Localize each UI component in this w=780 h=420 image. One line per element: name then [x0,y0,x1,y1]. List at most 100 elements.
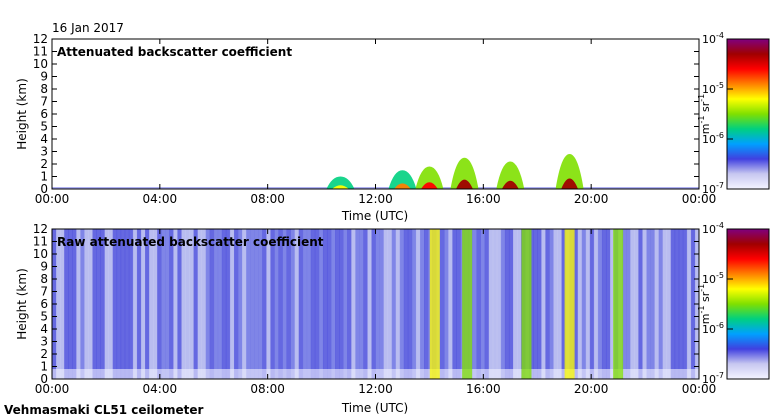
x-tick-label: 04:00 [143,382,178,396]
y-tick-label: 3 [40,145,48,159]
colorbar-unit-main: m [699,314,712,325]
y-axis-label: Height (km) [15,78,29,149]
noise-column [642,229,647,379]
colorbar-tick-label: 10-6 [702,131,724,146]
noise-column [638,229,643,379]
noise-column [415,229,421,379]
noise-column [654,229,659,379]
x-tick-label: 08:00 [250,192,285,206]
noise-column [64,229,69,379]
noise-column [290,229,296,379]
noise-column [585,229,591,379]
noise-column [343,229,348,379]
signal-band [613,229,624,379]
noise-column [132,229,138,379]
colorbar-unit-exp1: -1 [697,116,706,124]
colorbar-tick-label: 10-5 [702,271,724,286]
noise-column [375,229,380,379]
noise-column [278,229,283,379]
noise-column [120,229,126,379]
noise-column [266,229,271,379]
y-tick-label: 0 [40,182,48,196]
noise-column [589,229,595,379]
noise-column [128,229,134,379]
noise-column [440,229,445,379]
colorbar-tick-exponent: -4 [716,31,724,40]
noise-column [124,229,130,379]
noise-column [480,229,486,379]
colorbar: 10-410-510-610-7m-1 sr-1 [697,31,770,196]
x-tick-label: 20:00 [574,192,609,206]
noise-column [678,229,684,379]
colorbar-tick-mantissa: 10 [702,133,716,146]
noise-column [209,229,215,379]
colorbar-unit-mid: sr [699,101,712,115]
colorbar-tick-exponent: -7 [716,181,724,190]
noise-column [504,229,510,379]
x-tick-label: 12:00 [358,192,393,206]
date-label: 16 Jan 2017 [52,21,124,35]
x-axis: 00:00 04:00 08:00 12:00 16:00 20:00 00:00 [35,229,716,396]
plot-frame [51,38,700,190]
aerosol-feature [415,166,444,189]
y-axis-label: Height (km) [15,268,29,339]
colorbar-tick-mantissa: 10 [702,223,716,236]
y-tick-label: 9 [40,260,48,274]
noise-column [145,229,150,379]
noise-column [476,229,482,379]
noise-column [666,229,672,379]
colorbar-unit-exp2: -1 [697,94,706,102]
colorbar-tick-exponent: -6 [716,131,724,140]
noise-column [60,229,65,379]
colorbar-unit-mid: sr [699,291,712,305]
aerosol-feature [450,157,479,189]
noise-column [411,229,417,379]
noise-column [161,229,166,379]
y-tick-label: 5 [40,120,48,134]
y-tick-label: 7 [40,95,48,109]
noise-column [561,229,566,379]
noise-column [444,229,449,379]
noise-column [258,229,263,379]
aerosol-core [332,185,349,189]
y-tick-label: 11 [33,45,48,59]
noise-column [229,229,235,379]
noise-column [347,229,352,379]
noise-column [610,229,615,379]
noise-column [573,229,579,379]
noise-column [72,229,77,379]
noise-column [593,229,599,379]
noise-column [371,229,376,379]
x-tick-label: 12:00 [358,382,393,396]
colorbar-unit-exp2: -1 [697,284,706,292]
signal-band [429,229,440,379]
colorbar-tick-label: 10-4 [702,31,724,46]
colorbar-unit-main: m [699,124,712,135]
x-tick-label: 00:00 [35,382,70,396]
y-tick-label: 9 [40,70,48,84]
y-tick-label: 8 [40,272,48,286]
noise-column [403,229,409,379]
noise-column [185,229,190,379]
noise-column [545,229,550,379]
noise-column [500,229,506,379]
signal-band [462,229,473,379]
aerosol-core [561,178,578,189]
noise-column [225,229,231,379]
noise-column [201,229,207,379]
noise-column [488,229,494,379]
aerosol-core [394,183,411,189]
instrument-label: Vehmasmaki CL51 ceilometer [4,403,204,417]
noise-column [387,229,393,379]
aerosol-feature [555,154,584,189]
y-tick-label: 3 [40,335,48,349]
colorbar-tick-mantissa: 10 [702,33,716,46]
colorbar-tick-exponent: -4 [716,221,724,230]
noise-column [355,229,360,379]
noise-column [391,229,397,379]
noise-column [541,229,546,379]
noise-column [634,229,639,379]
noise-column [367,229,372,379]
